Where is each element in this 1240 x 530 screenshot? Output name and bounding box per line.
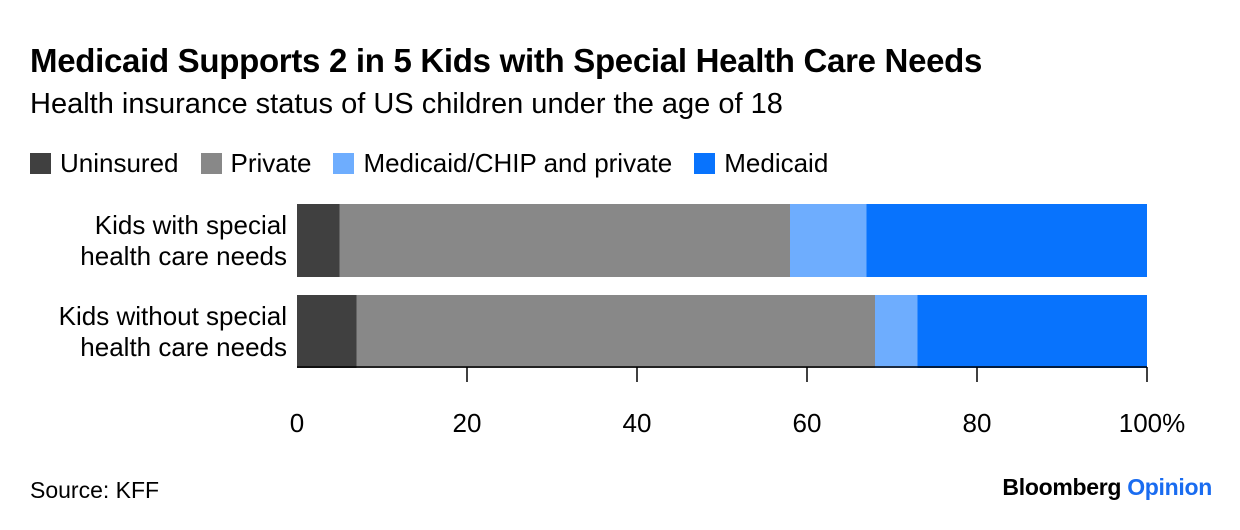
brand-logo: Bloomberg Opinion — [1002, 474, 1212, 501]
legend-swatch-uninsured — [30, 153, 51, 174]
legend-item-private: Private — [200, 148, 312, 179]
legend-item-uninsured: Uninsured — [30, 148, 179, 179]
legend-item-medicaid-chip-private: Medicaid/CHIP and private — [333, 148, 672, 179]
legend: Uninsured Private Medicaid/CHIP and priv… — [30, 148, 850, 179]
bar-medicaid-chip-and-private-row-2 — [875, 295, 918, 368]
x-tick-label-0: 0 — [290, 408, 304, 438]
bar-uninsured-row-2 — [297, 295, 357, 368]
legend-label-medicaid: Medicaid — [724, 148, 829, 178]
x-tick-label-80: 80 — [963, 408, 992, 438]
bar-medicaid-chip-and-private-row-1 — [790, 204, 867, 277]
bar-private-row-1 — [339, 204, 790, 277]
bar-medicaid-row-1 — [866, 204, 1147, 277]
x-tick-label-40: 40 — [623, 408, 652, 438]
x-tick-label-100: 100% — [1119, 408, 1186, 438]
legend-item-medicaid: Medicaid — [694, 148, 828, 179]
brand-accent: Opinion — [1127, 474, 1212, 500]
brand-name: Bloomberg — [1002, 474, 1122, 500]
x-tick-label-20: 20 — [453, 408, 482, 438]
bar-private-row-2 — [356, 295, 875, 368]
legend-swatch-private — [200, 153, 222, 174]
bar-medicaid-row-2 — [917, 295, 1147, 368]
x-tick-label-60: 60 — [793, 408, 822, 438]
source-note: Source: KFF — [30, 477, 160, 503]
chart-title: Medicaid Supports 2 in 5 Kids with Speci… — [30, 42, 983, 79]
category-label-row-2-line-1: Kids without special — [59, 301, 287, 331]
legend-label-private: Private — [230, 148, 312, 178]
legend-label-uninsured: Uninsured — [60, 148, 179, 178]
legend-swatch-medicaid-chip-private — [333, 153, 355, 174]
bar-uninsured-row-1 — [297, 204, 340, 277]
category-label-row-1-line-2: health care needs — [80, 241, 287, 271]
legend-label-medicaid-chip-private: Medicaid/CHIP and private — [363, 148, 673, 178]
category-label-row-2-line-2: health care needs — [80, 332, 287, 362]
legend-swatch-medicaid — [694, 153, 716, 174]
chart-subtitle: Health insurance status of US children u… — [30, 88, 783, 120]
category-label-row-1-line-1: Kids with special — [95, 210, 287, 240]
